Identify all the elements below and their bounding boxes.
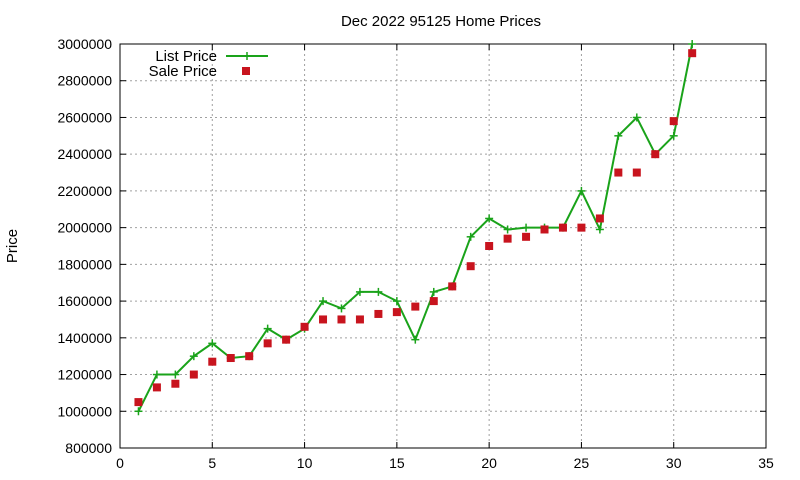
x-tick-label: 15 — [389, 455, 405, 471]
sale-price-point — [245, 352, 254, 361]
x-tick-label: 30 — [666, 455, 682, 471]
sale-price-point — [429, 297, 438, 306]
sale-price-point — [300, 322, 309, 331]
list-price-point — [134, 407, 143, 416]
axes-layer: 0 5 10 15 20 25 30 35 800000 1000000 1200000 140000… — [57, 36, 774, 471]
list-price-point — [522, 223, 531, 232]
y-tick-label: 1400000 — [57, 330, 112, 346]
list-price-point — [189, 352, 198, 361]
sale-price-point — [282, 335, 291, 344]
sale-price-point — [208, 357, 217, 366]
list-price-point — [263, 324, 272, 333]
x-tick-label: 25 — [574, 455, 590, 471]
sale-price-point — [632, 168, 641, 177]
list-price-point — [337, 304, 346, 313]
sale-price-point — [669, 117, 678, 126]
sale-price-point — [319, 315, 328, 324]
list-price-point — [466, 232, 475, 241]
list-price-point — [411, 335, 420, 344]
list-price-point — [485, 214, 494, 223]
sale-price-point — [558, 223, 567, 232]
sale-price-point — [134, 398, 143, 407]
sale-price-point — [651, 150, 660, 159]
legend-label-sale-price: Sale Price — [149, 63, 217, 80]
sale-price-point — [522, 232, 531, 241]
sale-price-point — [152, 383, 161, 392]
list-price-point — [319, 297, 328, 306]
legend-label-list-price: List Price — [155, 48, 217, 65]
chart-title: Dec 2022 95125 Home Prices — [341, 13, 541, 30]
x-tick-label: 10 — [297, 455, 313, 471]
x-tick-label: 35 — [758, 455, 774, 471]
list-price-point — [669, 131, 678, 140]
plot-frame — [119, 43, 767, 449]
y-tick-label: 1800000 — [57, 256, 112, 272]
y-tick-label: 800000 — [65, 440, 112, 456]
y-tick-label: 2800000 — [57, 73, 112, 89]
list-price-point — [208, 339, 217, 348]
list-price-point — [503, 225, 512, 234]
sale-price-point — [540, 225, 549, 234]
y-axis-label: Price — [4, 229, 21, 263]
sale-price-point — [595, 214, 604, 223]
y-tick-label: 2600000 — [57, 109, 112, 125]
list-price-point — [171, 370, 180, 379]
sale-price-point — [337, 315, 346, 324]
list-price-point — [374, 287, 383, 296]
list-price-point — [632, 113, 641, 122]
x-tick-label: 0 — [116, 455, 124, 471]
list-price-point — [595, 225, 604, 234]
y-tick-label: 2200000 — [57, 183, 112, 199]
x-tick-label: 20 — [481, 455, 497, 471]
sale-price-point — [374, 309, 383, 318]
list-price-point — [577, 186, 586, 195]
sale-price-point — [466, 262, 475, 271]
sale-price-point — [226, 354, 235, 363]
sale-price-point — [263, 339, 272, 348]
list-price-point — [152, 370, 161, 379]
sale-price-point — [448, 282, 457, 291]
list-price-point — [392, 297, 401, 306]
sale-price-point — [411, 302, 420, 311]
sale-price-point — [355, 315, 364, 324]
y-tick-label: 1200000 — [57, 367, 112, 383]
sale-price-point — [614, 168, 623, 177]
y-tick-label: 2400000 — [57, 146, 112, 162]
y-tick-label: 2000000 — [57, 220, 112, 236]
list-price-point — [429, 287, 438, 296]
sale-price-point — [189, 370, 198, 379]
y-tick-label: 3000000 — [57, 36, 112, 52]
sale-price-point — [503, 234, 512, 243]
y-tick-label: 1600000 — [57, 293, 112, 309]
list-price-point — [355, 287, 364, 296]
x-tick-label: 5 — [208, 455, 216, 471]
grid-layer — [120, 44, 766, 448]
legend-marker-list-price — [243, 52, 251, 60]
sale-price-point — [577, 223, 586, 232]
legend-marker-sale-price — [242, 67, 250, 75]
list-price-point — [614, 131, 623, 140]
y-tick-label: 1000000 — [57, 403, 112, 419]
series-layer — [134, 40, 697, 416]
sale-price-point — [392, 308, 401, 317]
sale-price-point — [688, 49, 697, 58]
sale-price-point — [171, 379, 180, 388]
list-price-point — [688, 40, 697, 48]
sale-price-point — [485, 242, 494, 250]
